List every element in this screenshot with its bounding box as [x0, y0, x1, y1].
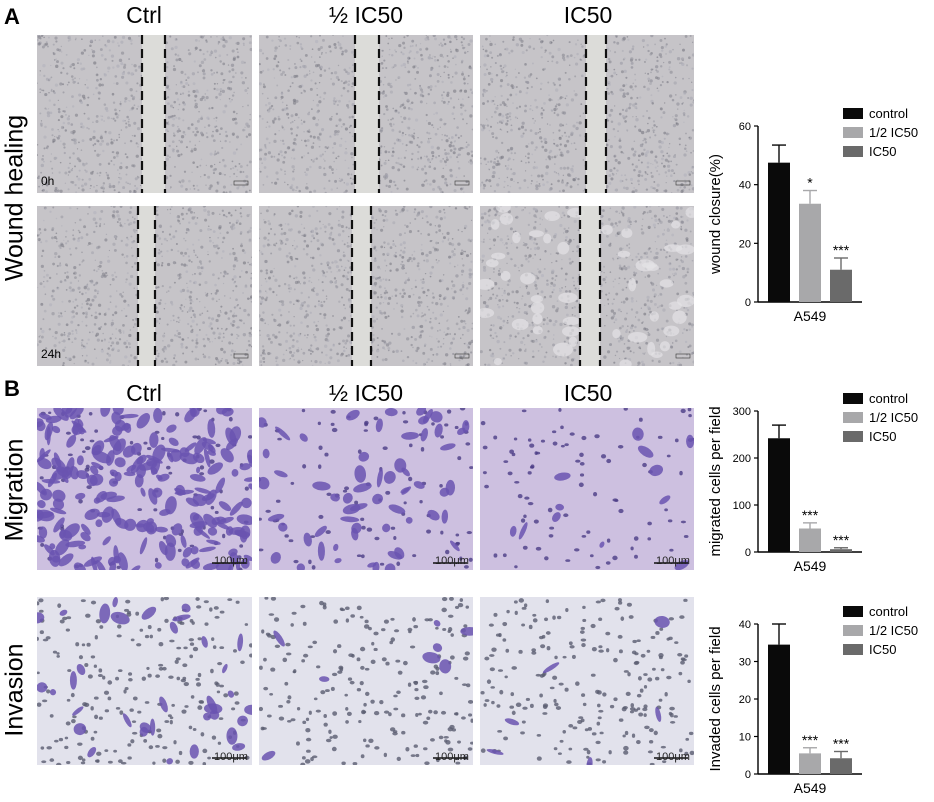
legend-swatch — [843, 625, 863, 636]
panel-b-col-ctrl: Ctrl — [126, 380, 162, 406]
y-tick-label: 0 — [745, 769, 751, 781]
significance-marker: *** — [833, 532, 850, 548]
legend-label: control — [869, 604, 908, 619]
migration-image-ctrl — [37, 408, 252, 570]
y-tick-label: 20 — [739, 694, 751, 706]
y-tick-label: 300 — [733, 406, 751, 418]
scale-label-inv-half: 100μm — [435, 751, 469, 763]
y-axis-label: migrated cells per field — [707, 406, 724, 556]
panel-a-col-ctrl: Ctrl — [126, 2, 162, 28]
legend-label: control — [869, 391, 908, 406]
invasion-image-ic50 — [480, 597, 694, 765]
migrated-cells-chart: 0 100 200 300 migrated cells per field *** ***… — [707, 391, 918, 574]
bar-1-2-ic50 — [799, 528, 821, 552]
bar-1-2-ic50 — [799, 753, 821, 774]
wound-image-half-0h — [259, 35, 473, 193]
bar-ic50 — [830, 758, 852, 774]
wound-image-ic50-24h — [480, 206, 694, 366]
panel-b-letter: B — [4, 376, 20, 401]
migration-image-ic50 — [480, 408, 694, 570]
legend-label: 1/2 IC50 — [869, 623, 918, 638]
y-tick-label: 0 — [745, 547, 751, 559]
wound-image-ic50-0h — [480, 35, 694, 193]
scale-label-mig-ic50: 100μm — [656, 555, 690, 567]
panel-b-row-invasion: Invasion — [0, 643, 29, 737]
y-tick-label: 20 — [739, 238, 751, 250]
x-axis-label: A549 — [794, 780, 827, 796]
legend-swatch — [843, 644, 863, 655]
y-tick-label: 200 — [733, 453, 751, 465]
invasion-image-half — [259, 597, 473, 765]
significance-marker: *** — [802, 507, 819, 523]
panel-b-row-migration: Migration — [0, 438, 29, 542]
wound-image-ctrl-0h — [37, 35, 252, 193]
legend-swatch — [843, 393, 863, 404]
y-tick-label: 0 — [745, 297, 751, 309]
scale-label-mig-ctrl: 100μm — [214, 555, 248, 567]
bar-control — [768, 162, 790, 302]
panel-b-col-ic50: IC50 — [563, 380, 613, 406]
bar-ic50 — [830, 269, 852, 302]
scale-label-inv-ic50: 100μm — [656, 751, 690, 763]
bar-1-2-ic50 — [799, 203, 821, 302]
time-label-0h: 0h — [41, 174, 55, 188]
invasion-image-ctrl — [37, 597, 252, 765]
legend-swatch — [843, 146, 863, 157]
y-axis-label: Invaded cells per field — [707, 626, 724, 771]
significance-marker: *** — [833, 736, 850, 752]
y-tick-label: 40 — [739, 619, 751, 631]
y-tick-label: 30 — [739, 657, 751, 669]
panel-a-col-half-ic50: ½ IC50 — [328, 2, 404, 28]
legend-label: 1/2 IC50 — [869, 125, 918, 140]
y-tick-label: 10 — [739, 732, 751, 744]
x-axis-label: A549 — [794, 558, 827, 574]
significance-marker: *** — [802, 732, 819, 748]
panel-a-letter: A — [4, 4, 20, 29]
significance-marker: * — [807, 175, 813, 191]
y-axis-label: wound closure(%) — [707, 154, 724, 275]
invaded-cells-chart: 0 10 20 30 40 Invaded cells per field *** *** A5… — [707, 604, 918, 796]
legend-label: IC50 — [869, 642, 896, 657]
bar-control — [768, 438, 790, 552]
legend-label: IC50 — [869, 144, 896, 159]
y-tick-label: 60 — [739, 121, 751, 133]
time-label-24h: 24h — [41, 347, 62, 361]
legend-swatch — [843, 127, 863, 138]
legend-label: control — [869, 106, 908, 121]
significance-marker: *** — [833, 242, 850, 258]
legend-label: IC50 — [869, 429, 896, 444]
legend-swatch — [843, 108, 863, 119]
x-axis-label: A549 — [794, 308, 827, 324]
scale-label-mig-half: 100μm — [435, 555, 469, 567]
y-tick-label: 40 — [739, 180, 751, 192]
legend-swatch — [843, 431, 863, 442]
legend-label: 1/2 IC50 — [869, 410, 918, 425]
scale-label-inv-ctrl: 100μm — [214, 751, 248, 763]
panel-b-col-half-ic50: ½ IC50 — [328, 380, 404, 406]
wound-image-half-24h — [259, 206, 473, 366]
panel-a-row-label: Wound healing — [0, 114, 29, 282]
bar-control — [768, 644, 790, 774]
y-tick-label: 100 — [733, 500, 751, 512]
migration-image-half — [259, 408, 473, 570]
legend-swatch — [843, 412, 863, 423]
legend-swatch — [843, 606, 863, 617]
wound-image-ctrl-24h — [37, 206, 252, 366]
panel-a-col-ic50: IC50 — [563, 2, 613, 28]
bar-ic50 — [830, 549, 852, 552]
